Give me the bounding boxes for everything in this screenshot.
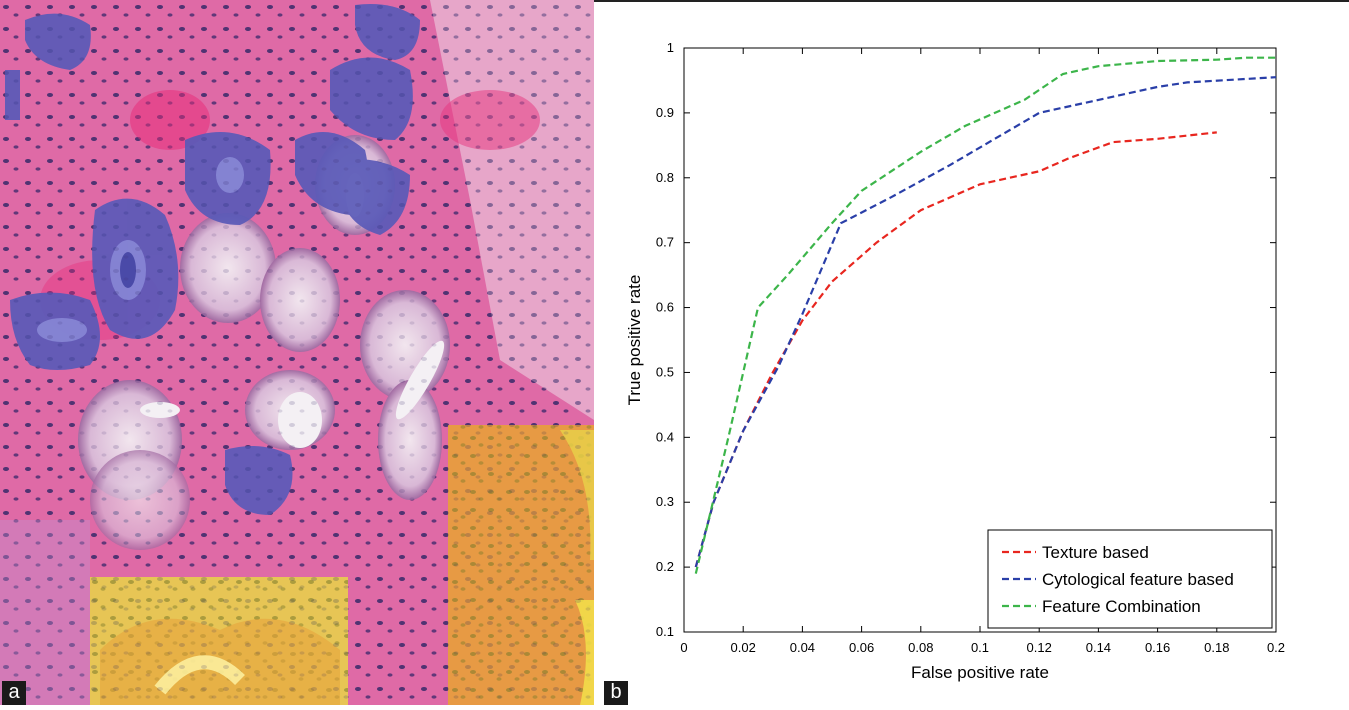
panel-label-a: a [2,681,26,705]
y-tick-label: 0.9 [656,105,674,120]
legend-label-1: Texture based [1042,543,1149,562]
legend-label-2: Cytological feature based [1042,570,1234,589]
y-tick-label: 0.7 [656,235,674,250]
x-tick-label: 0.04 [790,640,815,655]
y-tick-label: 0.3 [656,494,674,509]
x-tick-label: 0.02 [731,640,756,655]
roc-chart-panel: 0 0.02 0.04 0.06 0.08 0.1 0.12 0.14 0.16 0.18 0.2 0… [596,0,1349,705]
x-tick-label: 0.08 [908,640,933,655]
y-tick-label: 0.5 [656,364,674,379]
y-tick-label: 1 [667,40,674,55]
y-axis-label: True positive rate [625,275,644,406]
y-tick-label: 0.1 [656,624,674,639]
y-tick-label: 0.6 [656,300,674,315]
legend: Texture based Cytological feature based Fe… [987,529,1273,629]
top-border [0,0,1349,2]
x-tick-label: 0.06 [849,640,874,655]
y-tick-label: 0.8 [656,170,674,185]
x-tick-label: 0.18 [1204,640,1229,655]
roc-chart: 0 0.02 0.04 0.06 0.08 0.1 0.12 0.14 0.16 0.18 0.2 0… [625,40,1285,682]
x-axis-label: False positive rate [911,663,1049,682]
histology-image-drawing [0,0,594,705]
legend-label-3: Feature Combination [1042,597,1201,616]
y-tick-label: 0.4 [656,429,674,444]
x-tick-label: 0.2 [1267,640,1285,655]
series-line-2 [694,76,1277,568]
series-line-1 [694,131,1217,568]
histology-image [0,0,594,705]
series-line-3 [694,56,1276,574]
x-tick-label: 0.16 [1145,640,1170,655]
x-tick-label: 0.14 [1086,640,1111,655]
panel-label-b: b [604,681,628,705]
x-tick-label: 0 [680,640,687,655]
y-tick-label: 0.2 [656,559,674,574]
x-tick-label: 0.12 [1027,640,1052,655]
x-tick-label: 0.1 [971,640,989,655]
